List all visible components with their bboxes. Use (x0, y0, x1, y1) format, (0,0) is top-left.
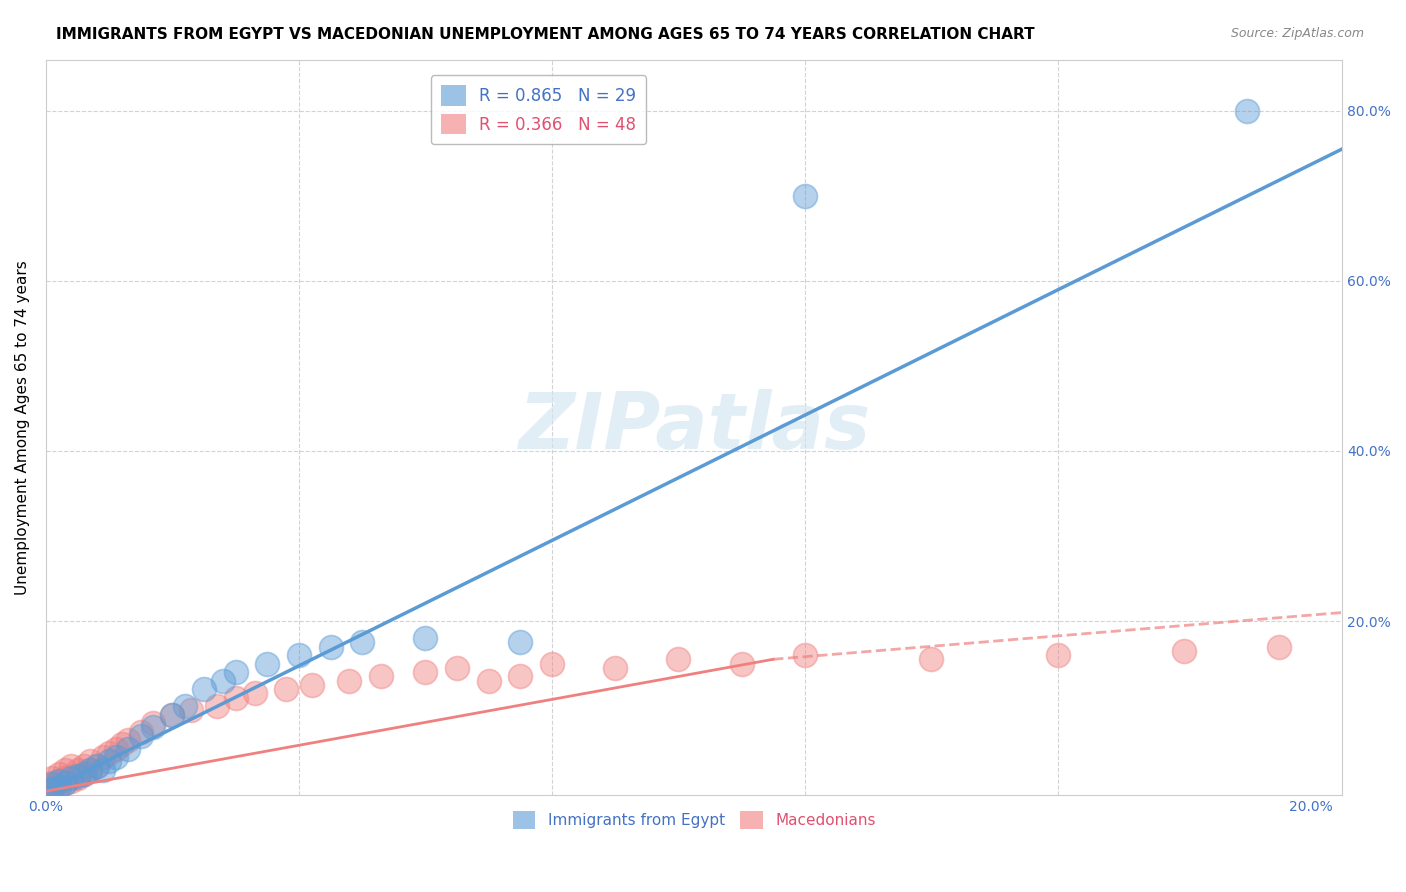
Point (60, 772, 83, 786)
Text: Source: ZipAtlas.com: Source: ZipAtlas.com (1230, 27, 1364, 40)
Legend: Immigrants from Egypt, Macedonians: Immigrants from Egypt, Macedonians (506, 805, 882, 836)
Point (243, 686, 266, 700)
Point (41, 781, 63, 796)
Point (98, 755, 121, 769)
Point (1236, 103, 1258, 118)
Point (162, 707, 184, 722)
Text: ZIPatlas: ZIPatlas (517, 390, 870, 466)
Point (60, 758, 83, 772)
Point (225, 665, 247, 679)
Point (339, 673, 361, 688)
Point (730, 657, 752, 671)
Point (256, 657, 278, 671)
Point (104, 750, 127, 764)
Point (174, 699, 197, 714)
Point (48, 780, 70, 794)
Point (1268, 640, 1291, 654)
Point (205, 699, 228, 714)
Point (79, 763, 101, 777)
Point (73, 767, 96, 781)
Point (53, 772, 76, 786)
Point (603, 661, 626, 675)
Point (60, 769, 83, 783)
Point (225, 690, 247, 705)
Point (129, 724, 152, 739)
Point (104, 741, 127, 756)
Point (509, 635, 531, 649)
Point (41, 775, 63, 789)
Point (48, 773, 70, 788)
Point (111, 737, 134, 751)
Point (193, 681, 215, 696)
Point (1173, 644, 1195, 658)
Point (415, 665, 437, 679)
Point (793, 188, 815, 202)
Point (117, 741, 139, 756)
Point (66, 772, 89, 786)
Point (91, 763, 114, 777)
Point (79, 763, 101, 777)
Point (288, 648, 311, 662)
Point (352, 635, 374, 649)
Point (478, 673, 501, 688)
Point (117, 733, 139, 747)
Point (415, 631, 437, 645)
Point (86, 758, 108, 772)
Point (319, 640, 342, 654)
Point (53, 763, 76, 777)
Point (86, 758, 108, 772)
Point (41, 777, 63, 791)
Point (370, 669, 392, 683)
Point (41, 772, 63, 786)
Point (73, 758, 96, 772)
Y-axis label: Unemployment Among Ages 65 to 74 years: Unemployment Among Ages 65 to 74 years (15, 260, 30, 595)
Point (53, 775, 76, 789)
Point (66, 769, 89, 783)
Point (446, 661, 468, 675)
Point (60, 773, 83, 788)
Point (509, 669, 531, 683)
Point (48, 773, 70, 788)
Point (162, 707, 184, 722)
Point (1046, 648, 1069, 662)
Point (142, 720, 165, 734)
Point (98, 746, 121, 760)
Point (53, 775, 76, 789)
Point (48, 777, 70, 791)
Point (301, 678, 323, 692)
Point (73, 767, 96, 781)
Point (920, 652, 942, 666)
Point (41, 780, 63, 794)
Point (66, 763, 89, 777)
Point (212, 673, 235, 688)
Point (129, 729, 152, 743)
Point (91, 750, 114, 764)
Point (79, 755, 101, 769)
Point (276, 681, 298, 696)
Text: IMMIGRANTS FROM EGYPT VS MACEDONIAN UNEMPLOYMENT AMONG AGES 65 TO 74 YEARS CORRE: IMMIGRANTS FROM EGYPT VS MACEDONIAN UNEM… (56, 27, 1035, 42)
Point (540, 657, 562, 671)
Point (793, 648, 815, 662)
Point (666, 652, 689, 666)
Point (48, 767, 70, 781)
Point (180, 703, 202, 717)
Point (142, 716, 165, 731)
